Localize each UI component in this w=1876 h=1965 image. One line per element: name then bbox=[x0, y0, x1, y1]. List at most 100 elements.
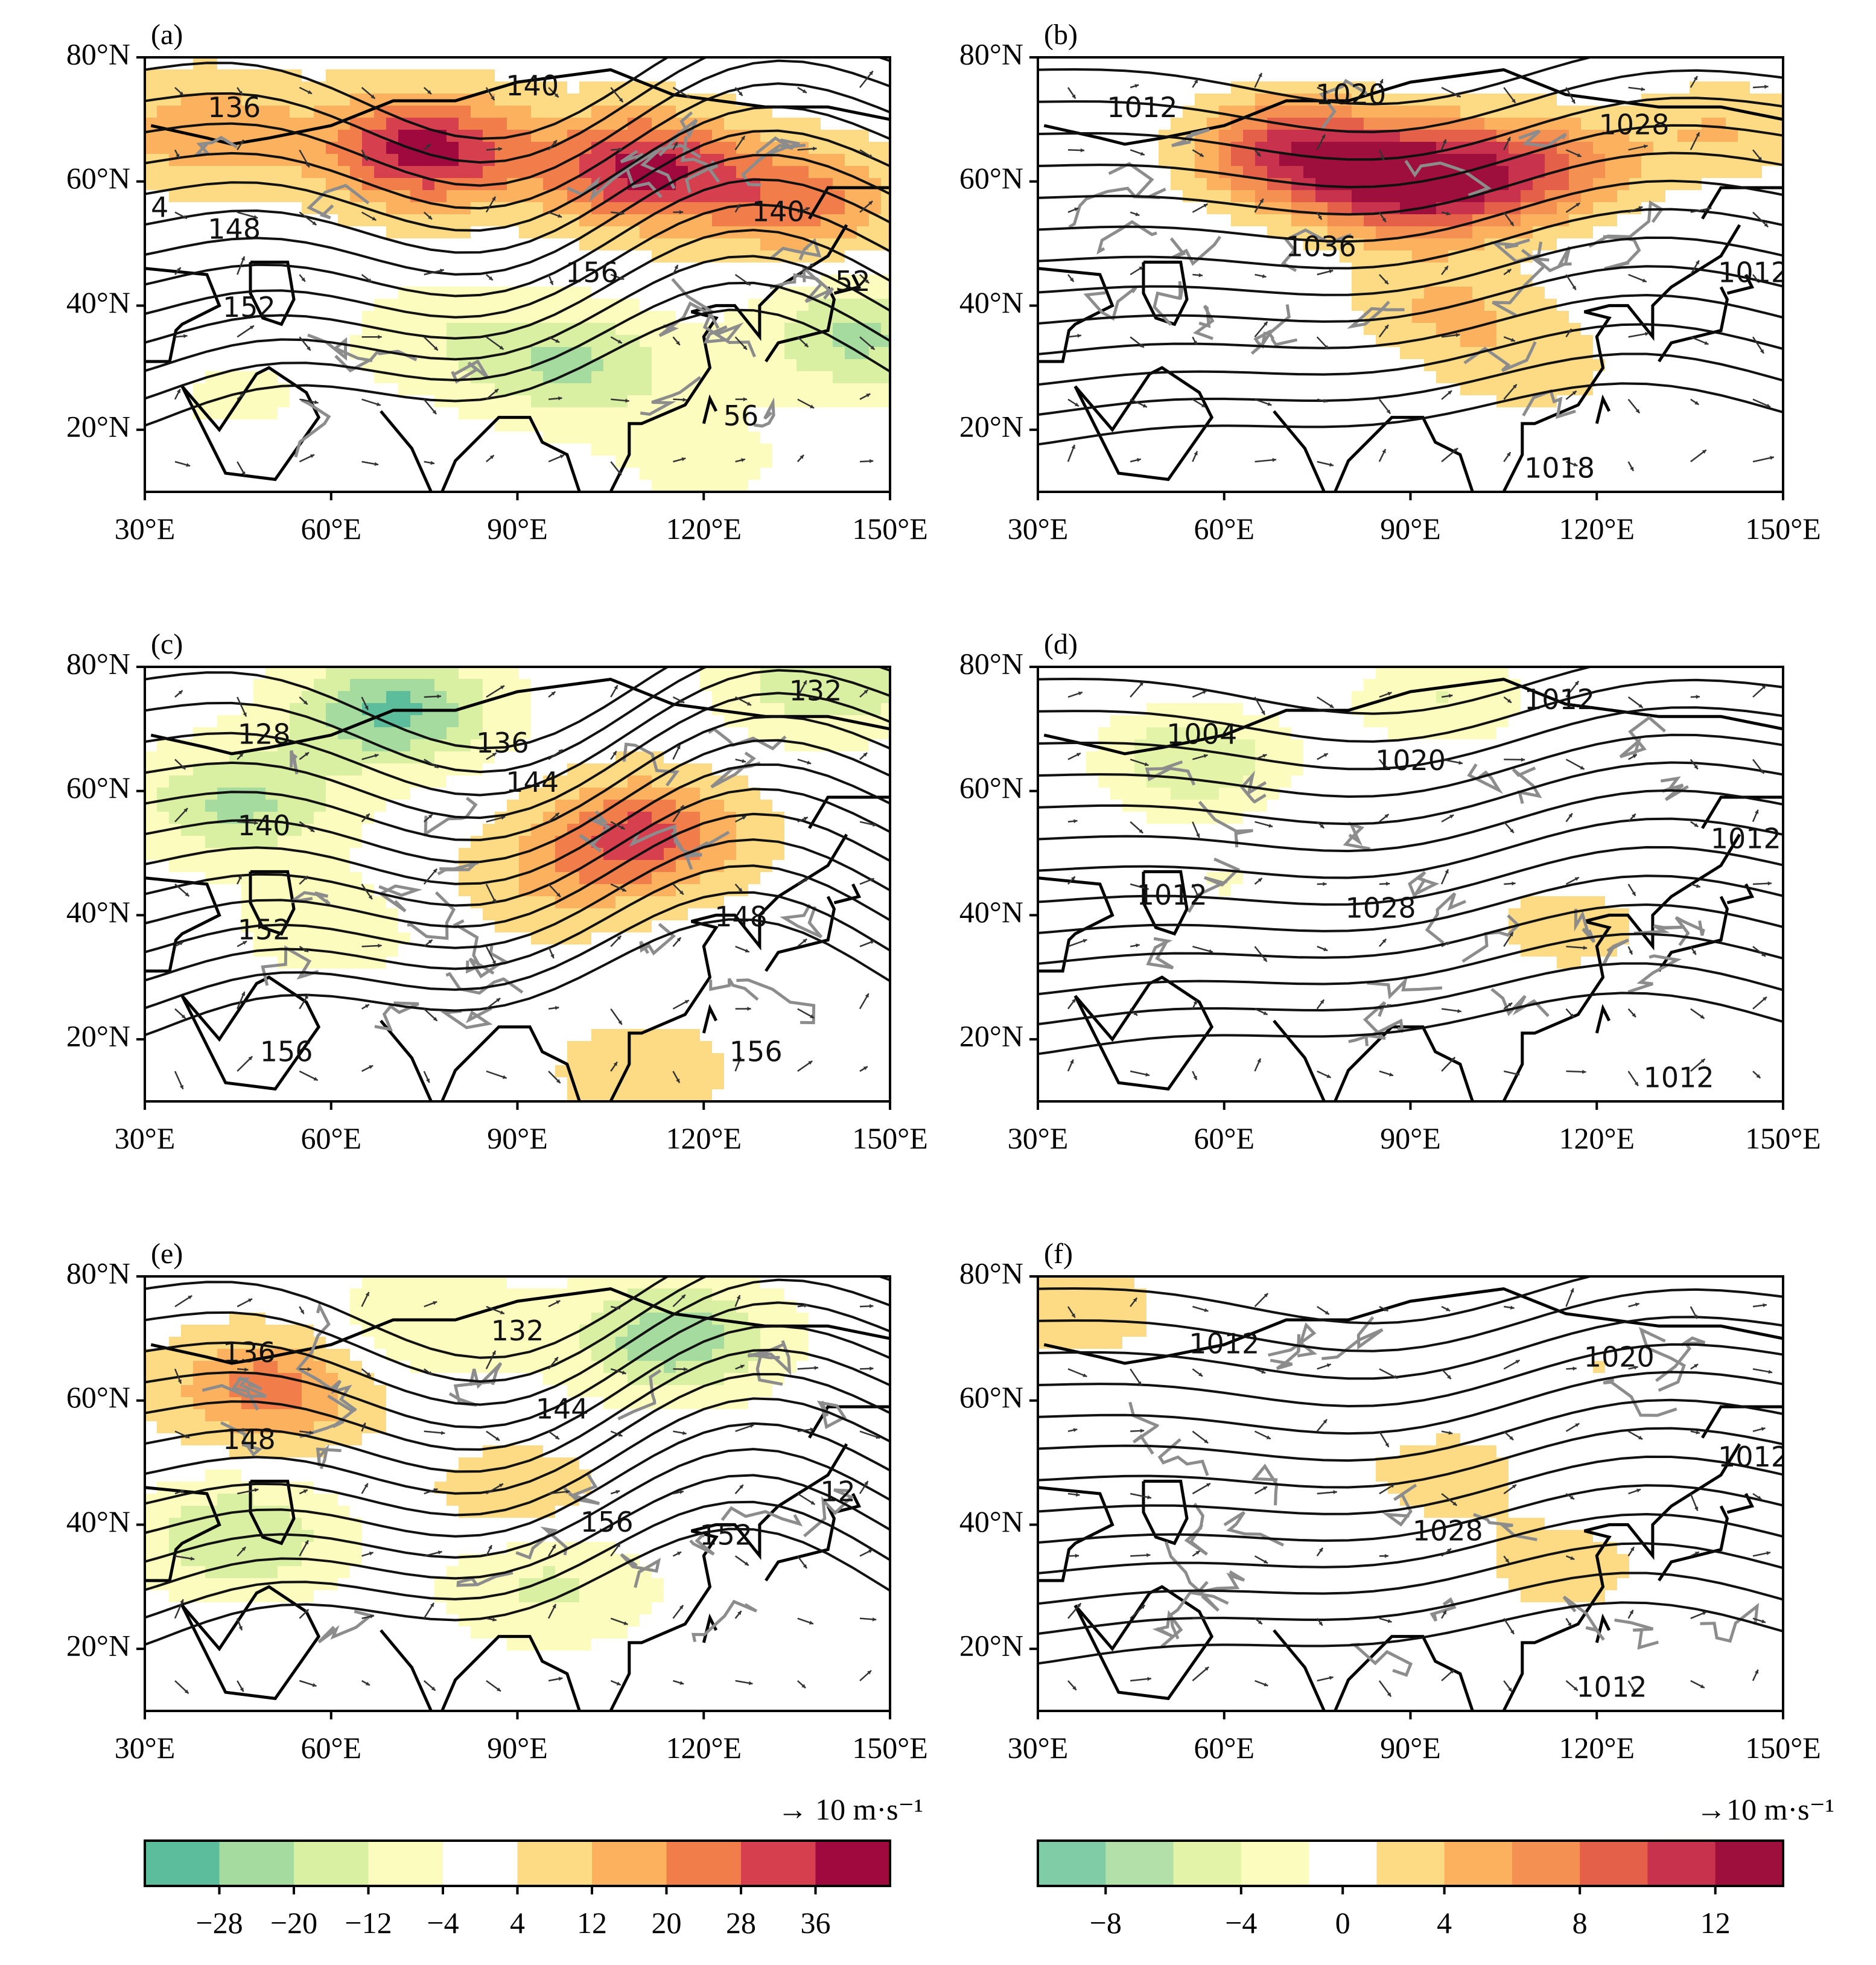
anomaly-cell bbox=[821, 118, 833, 130]
anomaly-cell bbox=[1267, 407, 1280, 420]
anomaly-cell bbox=[1569, 142, 1582, 154]
anomaly-cell bbox=[640, 468, 652, 480]
anomaly-cell bbox=[1641, 480, 1654, 492]
anomaly-cell bbox=[302, 407, 314, 420]
anomaly-cell bbox=[591, 444, 604, 456]
anomaly-cell bbox=[567, 311, 580, 323]
anomaly-cell bbox=[555, 419, 568, 432]
anomaly-cell bbox=[1255, 407, 1268, 420]
anomaly-cell bbox=[748, 69, 761, 82]
anomaly-cell bbox=[422, 323, 435, 336]
anomaly-cell bbox=[266, 395, 278, 408]
anomaly-cell bbox=[1472, 202, 1485, 215]
anomaly-cell bbox=[736, 226, 749, 239]
anomaly-cell bbox=[1291, 106, 1304, 118]
anomaly-cell bbox=[1629, 287, 1642, 299]
anomaly-cell bbox=[603, 419, 616, 432]
anomaly-cell bbox=[1581, 226, 1594, 239]
anomaly-cell bbox=[253, 347, 266, 360]
anomaly-cell bbox=[169, 311, 182, 323]
anomaly-cell bbox=[1364, 226, 1376, 239]
panel-label: (a) bbox=[151, 19, 183, 51]
anomaly-cell bbox=[1062, 154, 1075, 167]
anomaly-cell bbox=[338, 371, 351, 384]
anomaly-cell bbox=[1702, 311, 1714, 323]
anomaly-cell bbox=[615, 238, 628, 251]
anomaly-cell bbox=[1243, 432, 1256, 444]
anomaly-cell bbox=[1159, 407, 1171, 420]
anomaly-cell bbox=[1183, 214, 1195, 227]
anomaly-cell bbox=[1183, 347, 1195, 360]
anomaly-cell bbox=[1605, 118, 1618, 130]
anomaly-cell bbox=[1484, 444, 1497, 456]
anomaly-cell bbox=[1038, 202, 1051, 215]
anomaly-cell bbox=[615, 480, 628, 492]
anomaly-cell bbox=[1219, 178, 1232, 191]
anomaly-cell bbox=[1521, 166, 1533, 179]
anomaly-cell bbox=[555, 106, 568, 118]
anomaly-cell bbox=[434, 444, 447, 456]
anomaly-cell bbox=[664, 347, 676, 360]
anomaly-cell bbox=[857, 238, 870, 251]
anomaly-cell bbox=[1774, 444, 1783, 456]
wind-vector-head bbox=[1139, 266, 1143, 270]
anomaly-cell bbox=[760, 468, 773, 480]
anomaly-cell bbox=[1050, 202, 1063, 215]
anomaly-cell bbox=[1738, 419, 1750, 432]
anomaly-cell bbox=[845, 190, 857, 203]
anomaly-cell bbox=[833, 226, 845, 239]
anomaly-cell bbox=[1690, 275, 1702, 287]
anomaly-cell bbox=[483, 444, 495, 456]
anomaly-cell bbox=[1412, 395, 1425, 408]
anomaly-cell bbox=[1291, 299, 1304, 311]
anomaly-cell bbox=[1315, 57, 1328, 70]
anomaly-cell bbox=[374, 456, 387, 468]
anomaly-cell bbox=[1086, 299, 1099, 311]
anomaly-cell bbox=[483, 468, 495, 480]
anomaly-cell bbox=[145, 69, 157, 82]
anomaly-cell bbox=[760, 238, 773, 251]
anomaly-cell bbox=[519, 480, 532, 492]
anomaly-cell bbox=[1122, 275, 1135, 287]
anomaly-cell bbox=[1521, 263, 1533, 275]
anomaly-cell bbox=[1617, 407, 1630, 420]
anomaly-cell bbox=[1388, 287, 1401, 299]
anomaly-cell bbox=[507, 311, 520, 323]
anomaly-cell bbox=[253, 250, 266, 263]
anomaly-cell bbox=[1315, 166, 1328, 179]
anomaly-cell bbox=[748, 81, 761, 94]
anomaly-cell bbox=[217, 275, 230, 287]
anomaly-cell bbox=[736, 299, 749, 311]
anomaly-cell bbox=[628, 299, 640, 311]
anomaly-cell bbox=[145, 444, 157, 456]
anomaly-cell bbox=[543, 238, 556, 251]
anomaly-cell bbox=[145, 480, 157, 492]
anomaly-cell bbox=[1617, 456, 1630, 468]
anomaly-cell bbox=[241, 166, 254, 179]
anomaly-cell bbox=[1569, 419, 1582, 432]
anomaly-cell bbox=[591, 383, 604, 396]
anomaly-cell bbox=[447, 118, 459, 130]
anomaly-cell bbox=[1424, 480, 1437, 492]
anomaly-cell bbox=[1315, 190, 1328, 203]
border-line bbox=[1492, 249, 1547, 317]
anomaly-cell bbox=[1086, 166, 1099, 179]
anomaly-cell bbox=[1134, 154, 1147, 167]
anomaly-cell bbox=[326, 202, 339, 215]
anomaly-cell bbox=[410, 250, 423, 263]
anomaly-cell bbox=[495, 480, 507, 492]
anomaly-cell bbox=[1328, 118, 1340, 130]
anomaly-cell bbox=[1472, 226, 1485, 239]
anomaly-cell bbox=[1291, 456, 1304, 468]
wind-vector-head bbox=[868, 201, 873, 205]
anomaly-cell bbox=[664, 432, 676, 444]
anomaly-cell bbox=[1714, 371, 1726, 384]
anomaly-cell bbox=[1593, 190, 1606, 203]
wind-vector-head bbox=[1379, 79, 1384, 84]
anomaly-cell bbox=[1110, 323, 1123, 336]
anomaly-cell bbox=[1484, 323, 1497, 336]
anomaly-cell bbox=[1243, 323, 1256, 336]
anomaly-cell bbox=[507, 57, 520, 70]
anomaly-cell bbox=[193, 456, 206, 468]
border-line bbox=[1192, 304, 1215, 340]
